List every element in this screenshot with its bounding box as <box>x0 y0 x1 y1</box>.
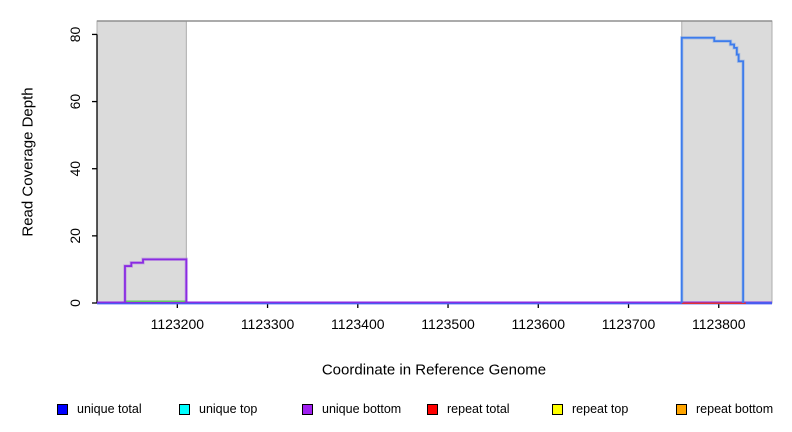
y-tick-label: 80 <box>67 26 83 42</box>
x-tick-label: 1123800 <box>692 316 746 332</box>
y-tick-label: 20 <box>67 228 83 244</box>
x-tick-label: 1123700 <box>602 316 656 332</box>
unique-total-trace <box>680 36 745 303</box>
right-shaded-region <box>681 20 773 304</box>
x-tick-label: 1123600 <box>512 316 566 332</box>
x-tick-label: 1123400 <box>331 316 385 332</box>
x-tick-label: 1123300 <box>241 316 295 332</box>
y-tick-label: 60 <box>67 94 83 110</box>
y-tick-label: 40 <box>67 161 83 177</box>
x-axis-title: Coordinate in Reference Genome <box>321 361 547 379</box>
left-shaded-region <box>96 20 187 304</box>
y-tick-label: 0 <box>67 299 83 307</box>
y-axis-title: Read Coverage Depth <box>19 87 37 237</box>
unique-bottom-trace <box>124 258 188 303</box>
x-tick-label: 1123200 <box>151 316 205 332</box>
x-tick-label: 1123500 <box>421 316 475 332</box>
